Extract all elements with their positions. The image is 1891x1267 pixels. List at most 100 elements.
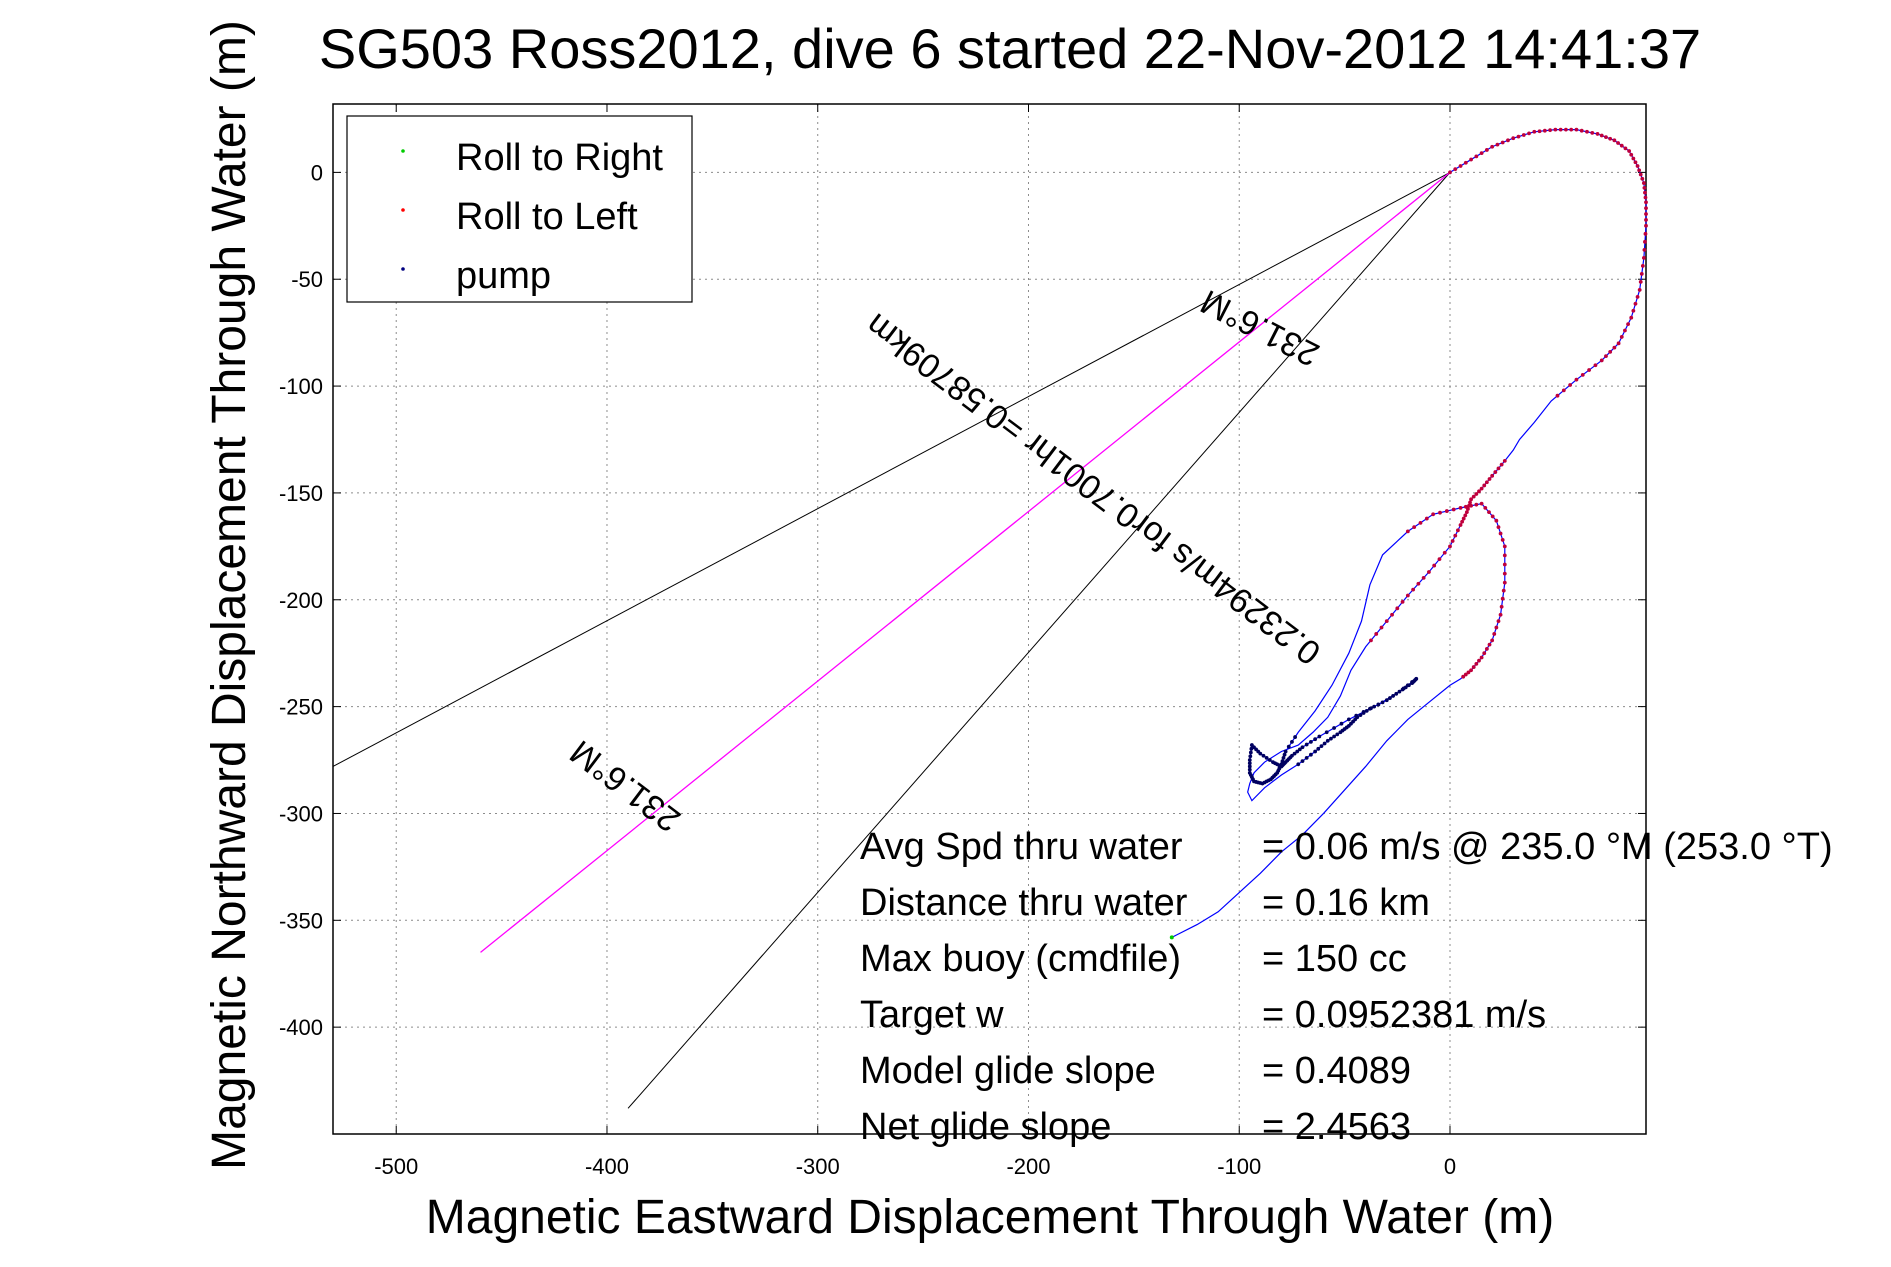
stat-value-distance: = 0.16 km <box>1262 882 1430 924</box>
roll-left-marker <box>1458 505 1463 510</box>
stats-block: Avg Spd thru water = 0.06 m/s @ 235.0 °M… <box>860 826 1833 1148</box>
roll-left-marker <box>1521 133 1526 137</box>
roll-left-marker <box>1553 127 1558 132</box>
roll-left-marker <box>1561 388 1566 393</box>
pump-marker <box>1290 739 1294 744</box>
roll-left-marker <box>1640 176 1645 181</box>
pump-marker <box>1297 747 1302 752</box>
roll-left-marker <box>1500 596 1505 601</box>
roll-left-marker <box>1516 134 1521 139</box>
roll-left-marker <box>1466 670 1471 675</box>
roll-left-marker <box>1451 507 1456 512</box>
legend-label-roll-right: Roll to Right <box>456 137 663 179</box>
roll-left-marker <box>1502 571 1507 576</box>
pump-marker <box>1376 702 1381 707</box>
roll-left-marker <box>1448 544 1452 549</box>
pump-marker <box>1324 730 1329 735</box>
y-tick-label: -250 <box>279 695 323 720</box>
roll-left-marker <box>1487 510 1491 515</box>
pump-marker <box>1296 762 1301 767</box>
roll-left-marker <box>1421 575 1426 580</box>
pump-marker <box>1316 746 1321 751</box>
roll-left-marker <box>1593 363 1598 368</box>
pump-marker <box>1293 735 1297 739</box>
pump-marker <box>1247 764 1252 769</box>
roll-left-marker <box>1492 632 1497 636</box>
roll-left-marker <box>1474 661 1479 666</box>
roll-left-marker <box>1633 160 1638 165</box>
x-tick-label: -400 <box>585 1154 629 1179</box>
y-axis-label: Magnetic Northward Displacement Through … <box>203 20 256 1170</box>
roll-left-marker <box>1633 301 1638 306</box>
track-markers <box>1169 127 1648 940</box>
roll-left-marker <box>1460 519 1465 524</box>
roll-left-marker <box>1502 580 1507 585</box>
pump-marker <box>1247 761 1252 766</box>
pump-marker <box>1280 759 1285 764</box>
pump-marker <box>1300 745 1305 750</box>
roll-left-marker <box>1638 172 1643 177</box>
current-speed-label: 0.23294m/s for0.7001hr =0.58709km <box>859 306 1328 672</box>
x-tick-label: 0 <box>1444 1154 1456 1179</box>
roll-left-marker <box>1542 128 1547 133</box>
roll-left-marker <box>1616 341 1621 346</box>
roll-left-marker <box>1379 625 1384 630</box>
roll-left-marker <box>1468 500 1472 505</box>
roll-left-marker <box>1612 138 1617 143</box>
roll-left-marker <box>1599 133 1604 138</box>
roll-left-marker <box>1631 156 1636 161</box>
pump-marker <box>1295 749 1300 754</box>
track-line <box>1171 129 1647 938</box>
pump-marker <box>1384 698 1389 703</box>
roll-left-marker <box>1448 170 1452 175</box>
legend-marker-roll-right <box>401 149 405 153</box>
stat-value-net-glide: = 2.4563 <box>1262 1106 1411 1148</box>
grid-layer <box>333 104 1646 1134</box>
legend-marker-roll-left <box>401 208 405 212</box>
roll-left-marker <box>1644 200 1648 205</box>
roll-left-marker <box>1643 239 1647 244</box>
pump-marker <box>1335 732 1340 737</box>
roll-left-marker <box>1568 383 1573 387</box>
roll-left-marker <box>1494 625 1499 630</box>
pump-marker <box>1329 736 1333 741</box>
roll-left-marker <box>1483 505 1488 510</box>
roll-left-marker <box>1411 587 1416 592</box>
stat-label-target-w: Target w <box>860 994 1004 1036</box>
roll-left-marker <box>1642 185 1647 190</box>
roll-left-marker <box>1644 218 1648 222</box>
pump-marker <box>1283 749 1288 754</box>
roll-left-marker <box>1604 354 1608 359</box>
roll-left-marker <box>1564 127 1568 132</box>
roll-left-marker <box>1390 612 1394 617</box>
x-tick-label: -100 <box>1217 1154 1261 1179</box>
roll-left-marker <box>1495 142 1500 147</box>
roll-left-marker <box>1608 136 1613 141</box>
pump-marker <box>1313 749 1318 754</box>
pump-marker <box>1361 710 1366 714</box>
roll-left-marker <box>1641 255 1646 260</box>
roll-left-marker <box>1479 486 1484 491</box>
roll-left-marker <box>1464 510 1469 515</box>
end-heading-label: 231.6°M <box>563 732 687 839</box>
roll-left-marker <box>1635 294 1640 299</box>
pump-marker <box>1394 691 1399 696</box>
legend-box <box>346 115 693 303</box>
roll-left-marker <box>1461 674 1466 679</box>
roll-left-marker <box>1616 141 1620 145</box>
roll-left-marker <box>1587 368 1591 372</box>
apex-heading-label: 231.6°M <box>1195 282 1325 374</box>
roll-left-marker <box>1444 509 1449 513</box>
roll-left-marker <box>1405 529 1410 534</box>
roll-left-marker <box>1484 148 1489 152</box>
x-tick-labels: -500 -400 -300 -200 -100 0 <box>374 1154 1456 1179</box>
roll-left-marker <box>1612 345 1617 350</box>
stat-value-model-glide: = 0.4089 <box>1262 1050 1411 1092</box>
roll-left-marker <box>1474 492 1479 496</box>
stat-label-max-buoy: Max buoy (cmdfile) <box>860 938 1181 980</box>
roll-left-marker <box>1629 152 1634 157</box>
pump-marker <box>1325 738 1330 743</box>
roll-left-marker <box>1502 458 1507 463</box>
roll-left-marker <box>1639 271 1644 276</box>
roll-left-marker <box>1608 349 1613 354</box>
